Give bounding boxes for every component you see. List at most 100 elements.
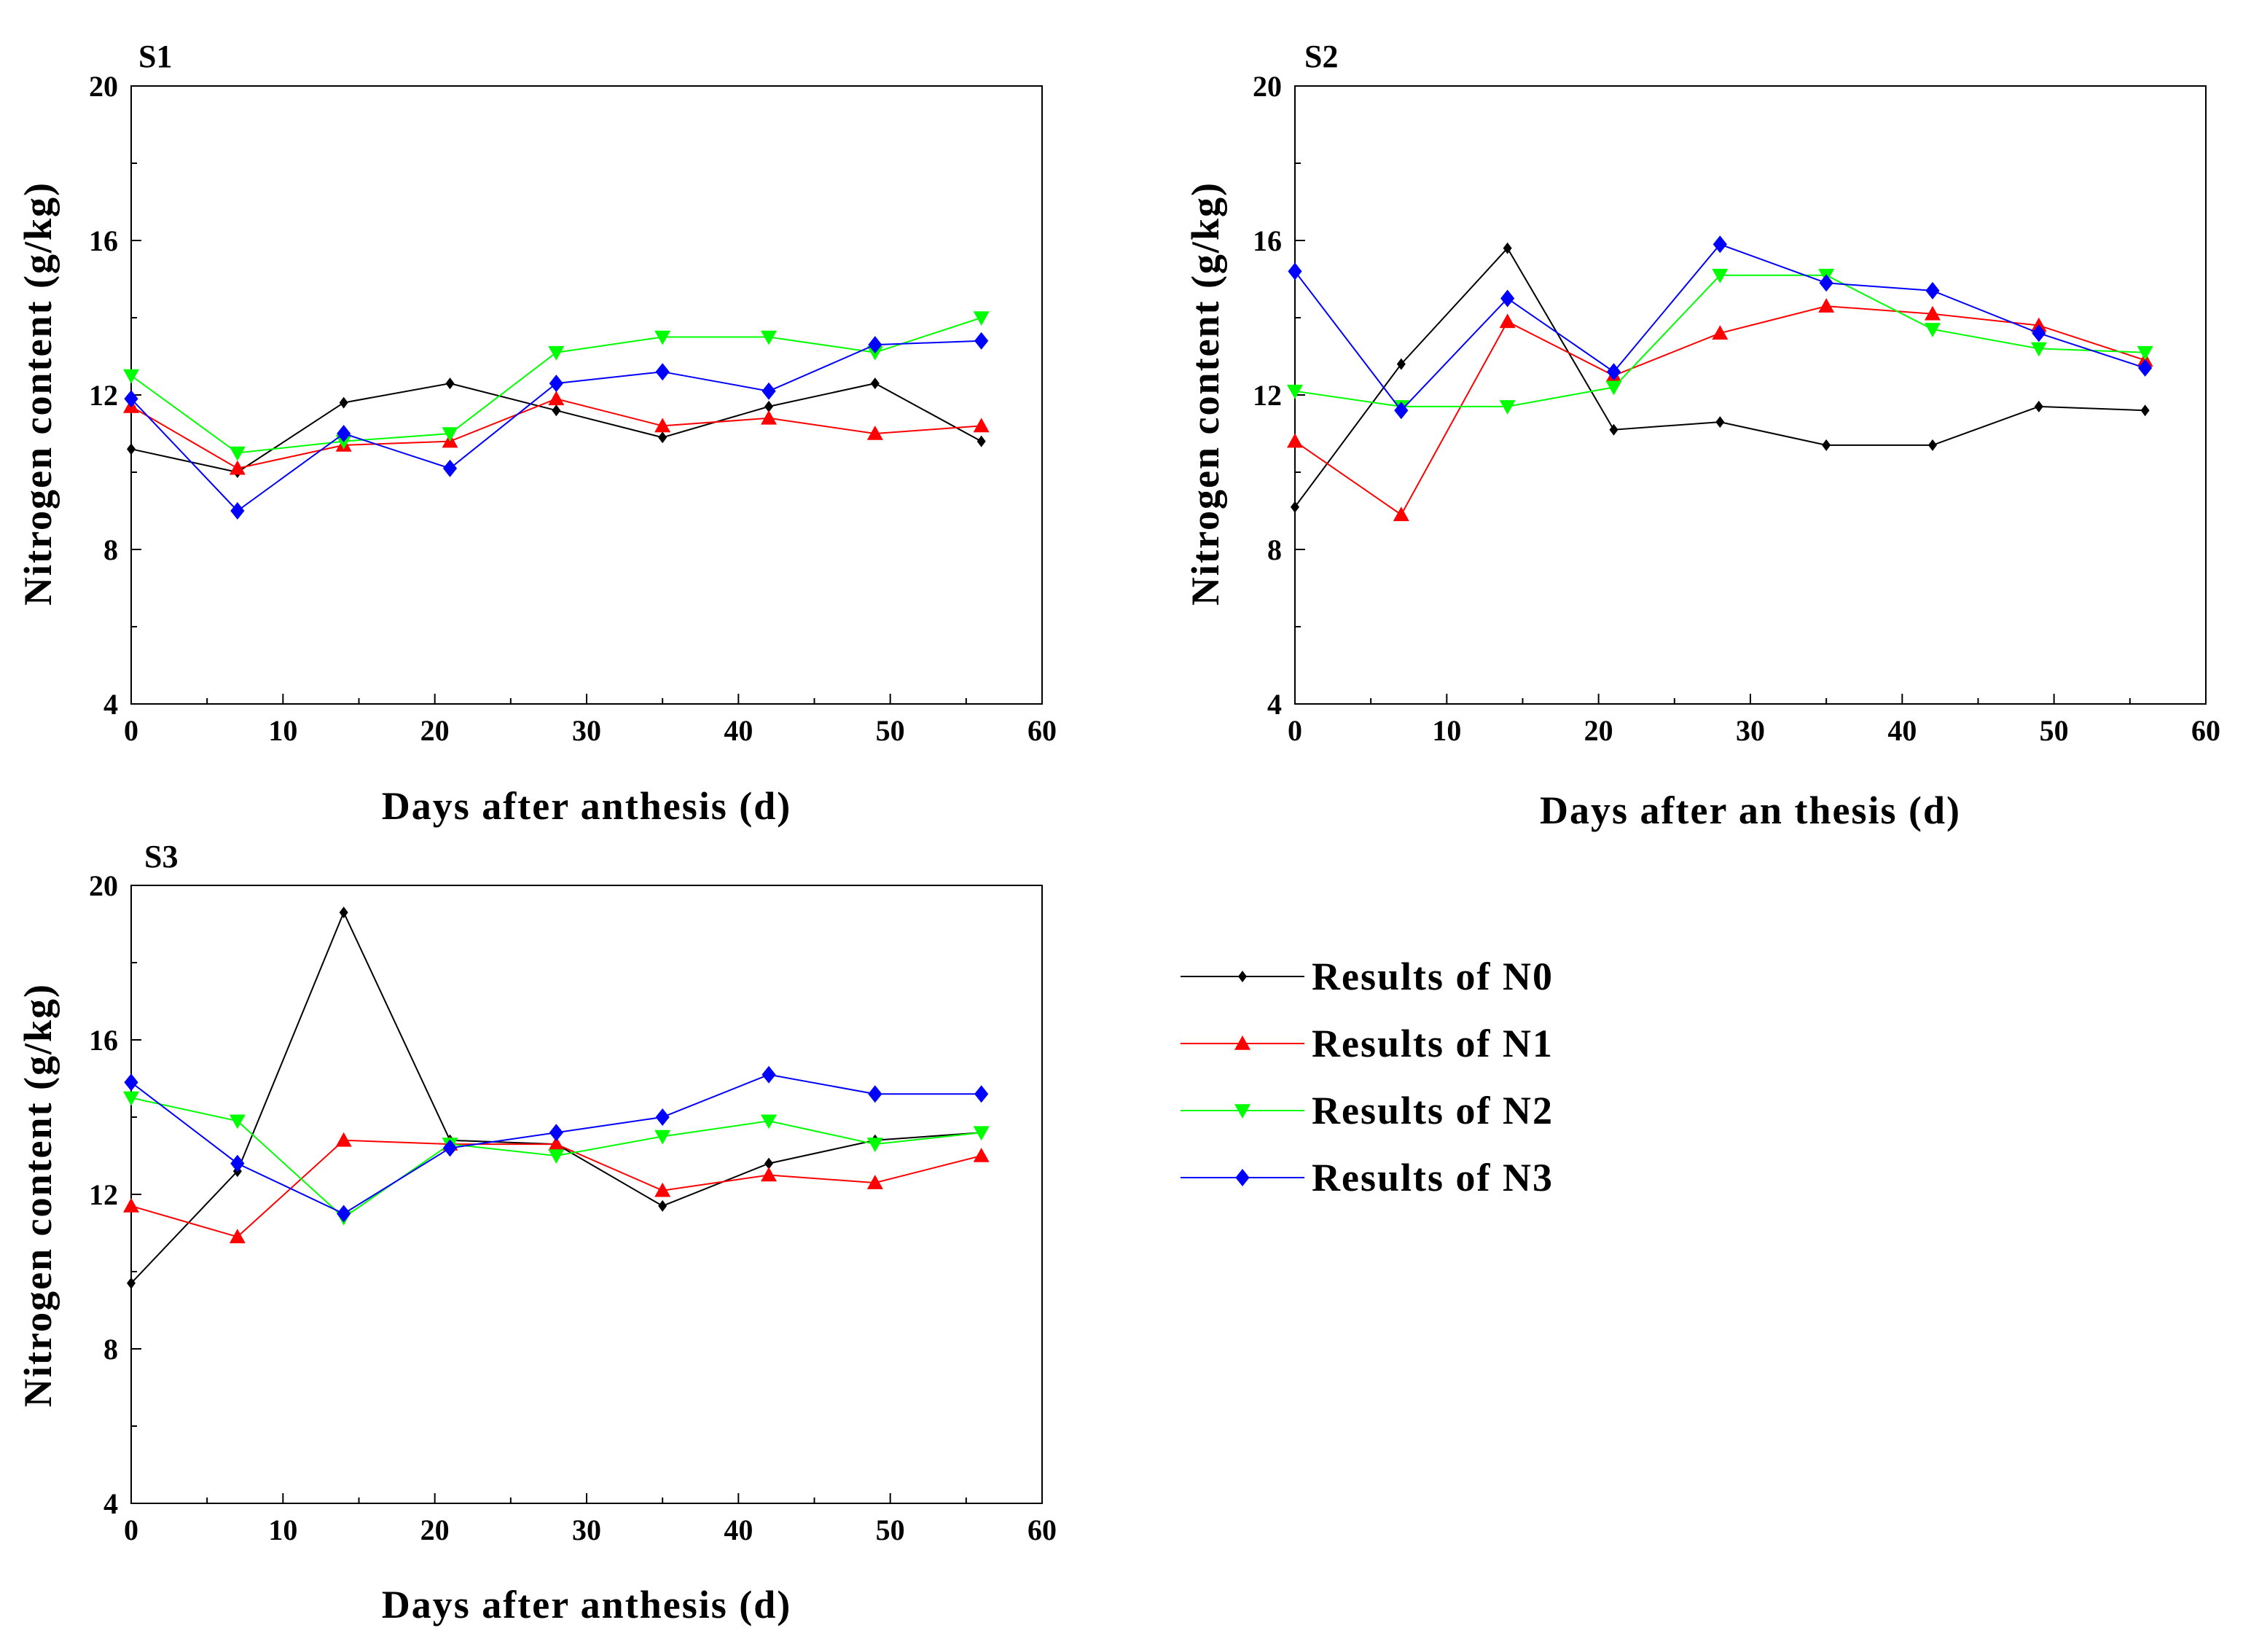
y-tick-label: 20: [89, 869, 118, 902]
data-point: [1928, 439, 1937, 451]
x-tick-label: 10: [268, 1514, 297, 1546]
y-tick-label: 20: [1253, 70, 1282, 103]
data-point: [764, 400, 773, 412]
y-tick-label: 4: [103, 688, 118, 721]
data-point: [230, 502, 245, 520]
data-point: [1822, 439, 1831, 451]
data-point: [655, 1108, 670, 1126]
y-tick-label: 16: [89, 1024, 118, 1057]
data-point: [2140, 404, 2150, 417]
data-point: [549, 375, 563, 393]
data-point: [1287, 384, 1303, 399]
y-tick-label: 16: [89, 224, 118, 257]
y-tick-label: 4: [103, 1487, 118, 1520]
legend-label: Results of N3: [1312, 1156, 1554, 1199]
data-point: [974, 332, 989, 350]
data-point: [2030, 342, 2047, 357]
plot-area-frame: [130, 885, 1043, 1504]
data-point: [2034, 400, 2043, 412]
x-tick-label: 10: [1432, 714, 1461, 747]
data-point: [654, 1130, 671, 1145]
y-tick-label: 8: [103, 1333, 118, 1366]
legend-marker: [1235, 1169, 1250, 1186]
x-tick-label: 50: [876, 714, 905, 747]
data-point: [339, 907, 348, 919]
data-point: [762, 382, 776, 400]
data-point: [654, 1182, 671, 1197]
y-tick-label: 8: [103, 533, 118, 566]
y-tick-label: 8: [1267, 533, 1282, 566]
data-point: [229, 460, 246, 475]
data-point: [230, 1154, 245, 1173]
data-point: [1819, 274, 1833, 292]
x-tick-label: 0: [124, 714, 138, 747]
x-tick-label: 10: [268, 714, 297, 747]
data-point: [548, 1149, 565, 1164]
data-point: [2032, 324, 2046, 342]
data-point: [549, 1124, 563, 1142]
data-point: [973, 418, 990, 433]
data-point: [548, 1136, 565, 1151]
chart-title: S1: [138, 39, 172, 74]
data-point: [764, 1157, 773, 1170]
data-point: [2138, 359, 2153, 377]
data-point: [868, 1085, 882, 1103]
data-point: [229, 446, 246, 461]
data-point: [124, 390, 138, 408]
y-tick-label: 20: [89, 70, 118, 103]
data-point: [1606, 363, 1621, 381]
data-point: [337, 1205, 351, 1223]
chart-panel-s3: S3 0 10 20 30 40 50 60 4 8 12 16 20 Days after anthes…: [16, 839, 1057, 1626]
data-point: [866, 1138, 883, 1153]
data-point: [973, 1126, 990, 1141]
data-point: [870, 377, 880, 390]
data-point: [127, 443, 136, 455]
data-point: [337, 425, 351, 442]
x-tick-label: 40: [1887, 714, 1917, 747]
data-point: [1503, 242, 1512, 254]
data-point: [124, 1073, 138, 1092]
data-point: [1712, 268, 1729, 283]
x-tick-label: 60: [2191, 714, 2220, 747]
data-point: [658, 1199, 668, 1212]
legend-label: Results of N2: [1312, 1089, 1554, 1132]
data-point: [1396, 358, 1406, 370]
data-point: [2137, 345, 2153, 361]
data-point: [974, 1085, 989, 1103]
data-point: [127, 1277, 136, 1289]
series-results-of-n1: [123, 1132, 990, 1244]
series-results-of-n2: [1287, 268, 2153, 415]
x-tick-label: 40: [724, 1514, 753, 1546]
data-point: [761, 330, 777, 345]
data-point: [1288, 262, 1302, 281]
series-results-of-n0: [127, 907, 986, 1289]
legend-marker: [1238, 971, 1247, 982]
series-line: [130, 910, 982, 1284]
data-point: [973, 311, 990, 326]
chart-panel-s2: S2 0 10 20 30 40 50 60 4 8 12 16 20 Days after an the…: [1183, 39, 2220, 832]
data-point: [1605, 380, 1622, 396]
data-point: [1499, 313, 1516, 329]
data-point: [1393, 506, 1409, 522]
x-tick-label: 40: [724, 714, 753, 747]
legend-label: Results of N1: [1312, 1022, 1554, 1065]
legend-label: Results of N0: [1312, 955, 1554, 998]
data-point: [442, 1139, 458, 1157]
x-axis-label: Days after an thesis (d): [1540, 788, 1961, 832]
data-point: [1500, 289, 1515, 308]
data-point: [1712, 325, 1729, 340]
data-point: [866, 1175, 883, 1189]
data-point: [1394, 402, 1409, 420]
data-point: [548, 345, 565, 361]
x-tick-label: 60: [1027, 1514, 1057, 1546]
data-point: [1291, 501, 1299, 513]
series-results-of-n1: [1287, 298, 2153, 522]
data-point: [654, 330, 671, 345]
chart-title: S2: [1304, 39, 1338, 74]
x-tick-label: 30: [572, 1514, 601, 1546]
data-point: [1818, 298, 1835, 313]
plot-area-frame: [130, 85, 1043, 705]
x-tick-label: 20: [420, 714, 450, 747]
data-point: [761, 410, 777, 425]
